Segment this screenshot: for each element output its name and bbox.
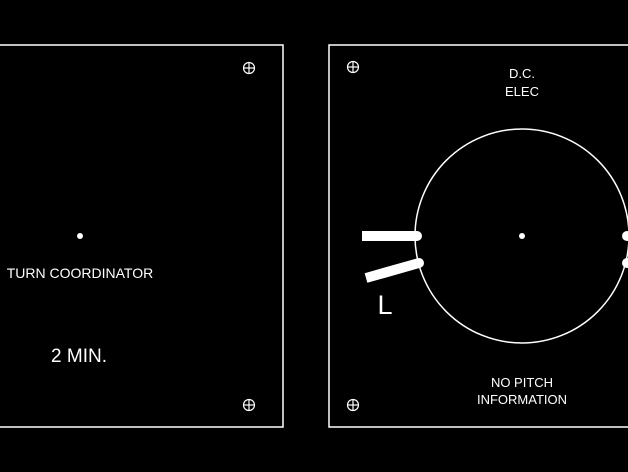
left-panel-border [0, 44, 284, 428]
wing-level-bar-left [362, 231, 422, 241]
screw-head-icon [242, 61, 256, 75]
right-panel-border [328, 44, 628, 428]
wing-bank-bar-right [622, 258, 628, 268]
turn-coordinator-label: TURN COORDINATOR [7, 265, 153, 281]
gauge-center-dot [519, 233, 525, 239]
left-marker-letter: L [377, 290, 392, 320]
screw-head-icon [346, 398, 360, 412]
left-center-dot [77, 233, 83, 239]
screw-head-icon [242, 398, 256, 412]
two-min-label: 2 MIN. [51, 346, 107, 367]
screw-head-icon [346, 60, 360, 74]
dc-label: D.C. [509, 66, 535, 81]
no-pitch-label: NO PITCH [491, 375, 553, 390]
wing-bank-bar-left [364, 258, 424, 283]
elec-label: ELEC [505, 84, 539, 99]
dc-elec-panel: D.C. ELEC L NO PITCH INFORMATION [328, 44, 628, 428]
wing-level-bar-right [622, 231, 628, 241]
information-label: INFORMATION [477, 392, 567, 407]
turn-coordinator-panel: TURN COORDINATOR 2 MIN. [0, 44, 284, 428]
